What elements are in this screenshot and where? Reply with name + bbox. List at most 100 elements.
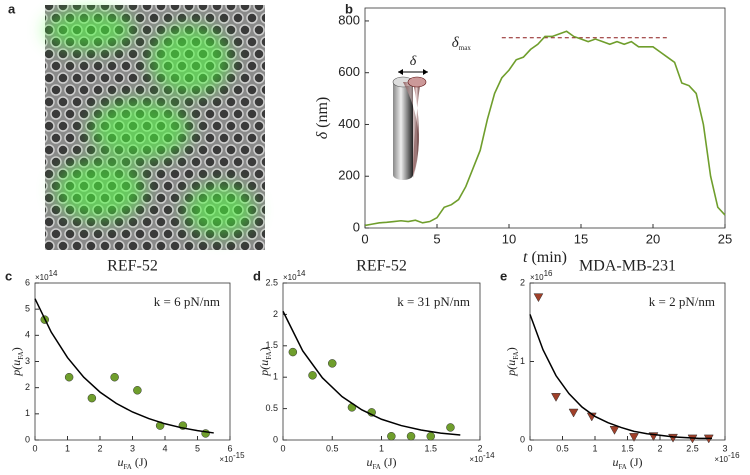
y-exponent: ×1014 <box>35 269 58 283</box>
y-tick-label: 1 <box>520 356 525 366</box>
inset-label: δ <box>410 54 417 69</box>
data-point <box>406 431 416 441</box>
y-axis-label-main: p(u <box>257 360 271 377</box>
series-line <box>282 310 461 436</box>
x-tick-label: 10 <box>502 231 516 246</box>
y-axis-label: p(uFA) <box>257 347 273 376</box>
x-tick-label: 3 <box>722 443 727 453</box>
y-tick-label: 4 <box>25 330 30 340</box>
y-tick-label: 0.5 <box>265 403 278 413</box>
series-line <box>529 314 712 440</box>
x-tick-label: 5 <box>195 443 200 453</box>
y-tick-label: 1 <box>273 372 278 382</box>
data-point <box>387 431 396 441</box>
x-tick-label: 25 <box>718 231 732 246</box>
y-tick-label: 0 <box>25 434 30 444</box>
data-point <box>133 386 142 395</box>
x-tick-label: 0.5 <box>326 443 339 453</box>
x-axis-label-end: (J) <box>132 455 148 469</box>
y-tick-label: 1 <box>25 408 30 418</box>
y-exponent-exp: 16 <box>544 269 553 278</box>
data-point <box>64 372 74 382</box>
x-exponent: ×10-16 <box>714 451 740 465</box>
chart-title: REF-52 <box>107 258 158 275</box>
x-axis-label-main: u <box>612 455 618 469</box>
y-tick-label: 2 <box>273 309 278 319</box>
y-tick-label: 800 <box>338 12 360 27</box>
y-exponent: ×1016 <box>530 269 553 283</box>
y-tick-label: 0 <box>353 219 360 234</box>
data-point <box>609 426 620 435</box>
data-point <box>568 408 579 418</box>
y-tick-label: 2 <box>25 382 30 392</box>
y-axis-label: δ (nm) <box>314 97 331 140</box>
x-tick-label: 1 <box>65 443 70 453</box>
annotation: k = 6 pN/nm <box>154 294 220 309</box>
x-tick-label: 1 <box>592 443 597 453</box>
cylinder-icon <box>392 69 428 180</box>
series-line <box>34 298 214 434</box>
x-exponent-base: ×10 <box>219 455 233 464</box>
panel-label: b <box>345 1 353 16</box>
y-tick-label: 600 <box>338 64 360 79</box>
x-axis-label-end: (J) <box>627 455 643 469</box>
data-point <box>288 347 298 357</box>
data-point <box>687 434 698 444</box>
x-exponent: ×10-15 <box>219 451 245 465</box>
data-point <box>446 423 455 432</box>
y-exponent-exp: 14 <box>297 269 306 278</box>
y-exponent-base: ×10 <box>530 273 544 282</box>
data-point <box>110 372 119 382</box>
y-axis-label-main: p(u <box>504 360 518 377</box>
x-exponent-exp: -15 <box>233 451 245 460</box>
x-tick-label: 15 <box>574 231 588 246</box>
x-tick-label: 1 <box>379 443 384 453</box>
x-tick-label: 0 <box>527 443 532 453</box>
panel-label: e <box>500 268 507 283</box>
x-exponent-exp: -14 <box>483 451 495 460</box>
x-axis-label: uFA (J) <box>366 455 396 471</box>
x-tick-label: 20 <box>646 231 660 246</box>
y-tick-label: 3 <box>25 356 30 366</box>
y-axis-label-end: ) <box>257 347 271 351</box>
plot-frame <box>364 7 726 229</box>
data-point <box>551 393 561 402</box>
y-exponent-base: ×10 <box>35 273 49 282</box>
x-exponent-base: ×10 <box>469 455 483 464</box>
x-tick-label: 5 <box>433 231 440 246</box>
y-exponent-base: ×10 <box>283 273 297 282</box>
y-axis-label-sub: FA <box>17 351 25 359</box>
panel-label: c <box>5 268 12 283</box>
y-tick-label: 1.5 <box>265 340 278 350</box>
x-axis-label-end: (min) <box>527 249 567 266</box>
x-axis-label-main: u <box>366 455 372 469</box>
x-tick-label: 0.5 <box>556 443 569 453</box>
y-axis-label-end: ) <box>504 347 518 351</box>
y-tick-label: 2 <box>520 277 525 287</box>
data-point <box>533 293 544 303</box>
y-tick-label: 0 <box>520 434 525 444</box>
data-point <box>328 359 337 368</box>
microscopy-image <box>45 5 265 250</box>
y-tick-label: 2.5 <box>265 277 278 287</box>
x-exponent-exp: -16 <box>728 451 740 460</box>
y-axis-label-sub: FA <box>512 351 520 359</box>
data-point <box>426 431 435 441</box>
x-axis-label: uFA (J) <box>117 455 147 471</box>
x-tick-label: 6 <box>227 443 232 453</box>
x-tick-label: 0 <box>361 231 368 246</box>
y-axis-label-main: p(u <box>9 360 23 377</box>
annotation: k = 2 pN/nm <box>649 294 715 309</box>
x-axis-label-sub: FA <box>618 463 626 471</box>
x-tick-label: 2 <box>97 443 102 453</box>
x-axis-label: t (min) <box>523 249 567 266</box>
y-tick-label: 6 <box>25 277 30 287</box>
y-axis-label-end: ) <box>9 347 23 351</box>
x-axis-label: uFA (J) <box>612 455 642 471</box>
panel-label: d <box>253 268 261 283</box>
y-tick-label: 5 <box>25 304 30 314</box>
x-axis-label-main: t <box>523 249 528 266</box>
reference-label-sub: max <box>459 43 472 51</box>
x-exponent: ×10-14 <box>469 451 495 465</box>
